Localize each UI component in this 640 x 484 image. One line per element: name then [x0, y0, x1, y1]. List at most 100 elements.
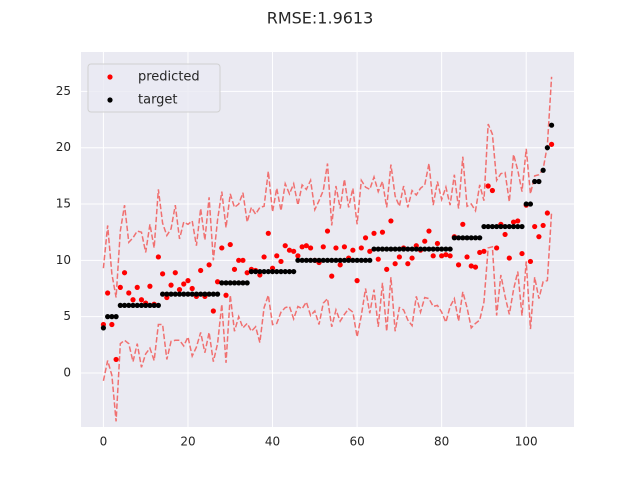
point: [362, 257, 369, 263]
marks: [100, 76, 555, 422]
point: [160, 291, 166, 297]
point: [346, 257, 352, 263]
point: [485, 183, 491, 189]
point: [126, 290, 132, 296]
point: [396, 246, 402, 252]
point: [544, 145, 550, 151]
point: [134, 302, 140, 308]
point: [181, 291, 187, 297]
x-tick-label: 100: [515, 435, 538, 449]
grid: [81, 52, 574, 427]
point: [536, 178, 542, 185]
point: [341, 257, 348, 263]
point: [337, 262, 343, 268]
point: [519, 223, 525, 230]
point: [367, 248, 373, 254]
point: [202, 291, 208, 297]
point: [193, 291, 200, 297]
point: [540, 222, 546, 229]
point: [405, 261, 411, 267]
point: [274, 268, 280, 275]
point: [455, 235, 462, 241]
point: [333, 245, 339, 251]
point: [481, 223, 487, 230]
point: [312, 257, 318, 263]
point: [320, 244, 326, 250]
point: [464, 254, 470, 260]
point: [261, 268, 267, 275]
point: [236, 280, 242, 286]
point: [540, 167, 546, 173]
y-tick-label: 25: [56, 84, 71, 98]
point: [143, 302, 149, 308]
point: [434, 246, 441, 252]
point: [388, 218, 394, 224]
point: [155, 254, 161, 260]
point: [231, 266, 238, 272]
point: [481, 248, 487, 254]
legend-label: predicted: [138, 70, 200, 85]
point: [489, 223, 495, 230]
point: [409, 246, 415, 252]
point: [223, 280, 229, 286]
point: [214, 279, 221, 285]
point: [515, 223, 521, 230]
point: [375, 246, 381, 252]
point: [291, 268, 297, 275]
point: [375, 256, 381, 262]
point: [307, 245, 314, 251]
point: [532, 223, 538, 230]
point: [286, 247, 293, 253]
point: [223, 292, 229, 298]
point: [164, 291, 170, 297]
point: [189, 285, 195, 292]
point: [181, 281, 187, 287]
x-tick-label: 20: [180, 435, 195, 449]
point: [126, 302, 132, 308]
point: [147, 283, 153, 289]
point: [100, 325, 107, 331]
point: [494, 245, 500, 251]
point: [291, 248, 297, 254]
point: [527, 201, 534, 207]
point: [447, 253, 453, 259]
point: [527, 258, 534, 265]
point: [303, 243, 309, 249]
point: [109, 314, 115, 320]
point: [329, 257, 335, 263]
point: [286, 268, 293, 275]
point: [455, 262, 462, 268]
point: [358, 245, 364, 251]
point: [240, 257, 246, 263]
point: [138, 302, 145, 308]
point: [240, 280, 246, 286]
point: [358, 257, 364, 263]
y-tick-label: 20: [56, 140, 71, 154]
point: [324, 257, 331, 263]
point: [371, 230, 377, 236]
legend-box: [87, 63, 221, 113]
point: [392, 246, 398, 252]
point: [510, 219, 517, 225]
point: [244, 270, 250, 276]
point: [324, 228, 331, 234]
point: [113, 314, 119, 320]
point: [379, 246, 386, 252]
point: [248, 268, 254, 275]
x-tick-label: 40: [265, 435, 280, 449]
y-tick-label: 15: [56, 197, 71, 211]
point: [468, 235, 474, 241]
point: [544, 210, 550, 216]
point: [210, 291, 216, 297]
point: [109, 321, 115, 328]
point: [489, 187, 495, 194]
point: [401, 246, 407, 252]
point: [506, 255, 512, 261]
point: [367, 257, 373, 263]
point: [384, 266, 390, 272]
point: [392, 261, 398, 267]
point: [130, 297, 136, 303]
point: [303, 257, 309, 263]
point: [282, 243, 288, 249]
